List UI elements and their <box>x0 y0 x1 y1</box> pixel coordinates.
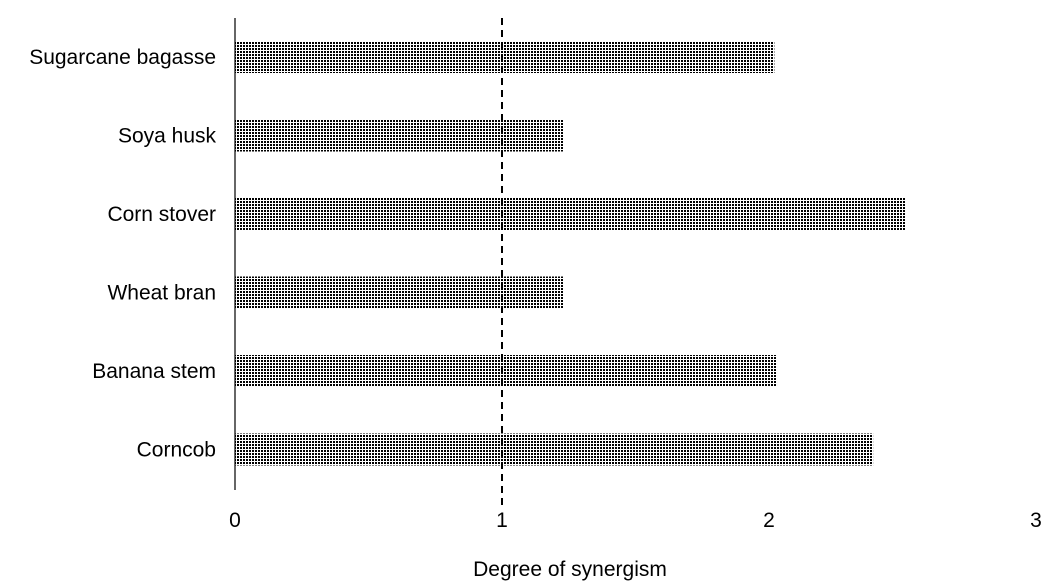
category-label: Soya husk <box>118 125 217 148</box>
bar-banana-stem <box>235 355 778 387</box>
x-tick-label: 1 <box>496 509 508 532</box>
category-labels: Sugarcane bagasse Soya husk Corn stover Whe… <box>29 46 216 462</box>
x-tick-label: 3 <box>1030 509 1042 532</box>
category-label: Corncob <box>137 439 216 462</box>
bar-soya-husk <box>235 119 564 152</box>
bar-corn-stover <box>235 198 906 230</box>
bars-group <box>235 41 906 466</box>
x-tick-labels: 0 1 2 3 <box>229 509 1042 532</box>
category-label: Wheat bran <box>107 282 216 305</box>
x-axis-title: Degree of synergism <box>473 558 667 581</box>
category-label: Banana stem <box>92 360 216 383</box>
x-tick-label: 0 <box>229 509 241 532</box>
category-label: Corn stover <box>107 203 216 226</box>
bar-corncob <box>235 433 874 466</box>
x-tick-label: 2 <box>763 509 775 532</box>
category-label: Sugarcane bagasse <box>29 46 216 69</box>
bar-wheat-bran <box>235 276 564 309</box>
bar-sugarcane-bagasse <box>235 41 775 73</box>
